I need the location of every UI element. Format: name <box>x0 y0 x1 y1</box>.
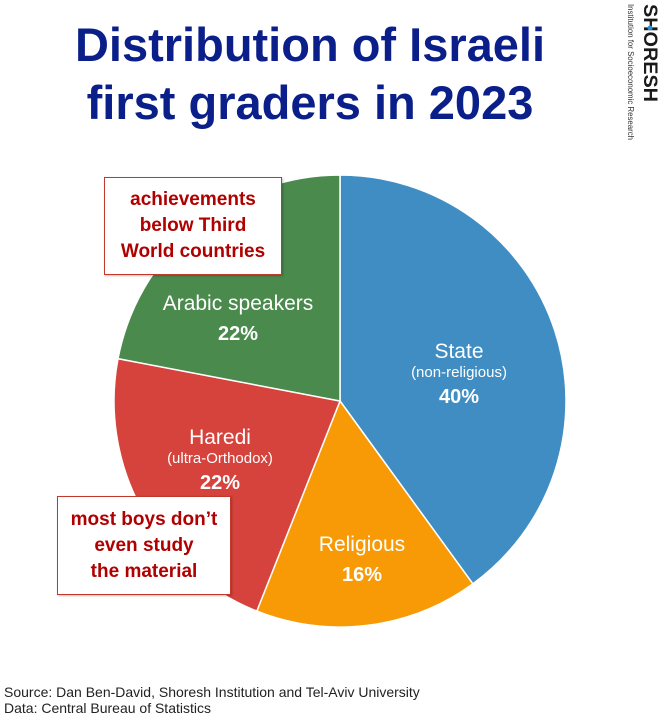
footer-data: Data: Central Bureau of Statistics <box>4 700 211 716</box>
title-line-2: first graders in 2023 <box>86 76 534 129</box>
sublabel-haredi: (ultra-Orthodox) <box>167 450 273 467</box>
callout-haredi-line-2: even study <box>94 535 194 556</box>
callout-haredi-line-1: most boys don’t <box>70 509 218 530</box>
logo-tagline: Institution for Socioeconomic Research <box>626 4 635 140</box>
callout-arabic-line-2: below Third <box>139 215 247 236</box>
callout-arabic-line-3: World countries <box>120 241 266 262</box>
label-haredi: Haredi <box>189 426 251 449</box>
chart-title: Distribution of Israeli first graders in… <box>0 16 620 132</box>
label-state: State <box>434 340 483 363</box>
pie-slices <box>113 174 567 628</box>
value-arabic-speakers: 22% <box>218 323 258 345</box>
slice-religious <box>255 399 474 628</box>
label-arabic-speakers: Arabic speakers <box>163 292 314 315</box>
slice-state <box>339 174 567 585</box>
label-religious: Religious <box>319 533 405 556</box>
footer: Source: Dan Ben-David, Shoresh Instituti… <box>4 684 420 716</box>
callout-haredi-study: most boys don’t even study the material <box>57 496 231 595</box>
pie-labels: State(non-religious) 40% Religious 16% Hared… <box>163 292 507 586</box>
value-haredi: 22% <box>200 472 240 494</box>
callout-arabic-achievements: achievements below Third World countries <box>104 177 282 275</box>
title-line-1: Distribution of Israeli <box>74 18 546 71</box>
footer-source: Source: Dan Ben-David, Shoresh Instituti… <box>4 684 420 700</box>
callout-arabic-line-1: achievements <box>130 189 256 210</box>
callout-haredi-line-3: the material <box>90 561 198 582</box>
value-religious: 16% <box>342 564 382 586</box>
shoresh-logo: SHORESH Institution for Socioeconomic Re… <box>626 4 660 140</box>
logo-dot <box>647 25 653 31</box>
logo-name: SHORESH <box>639 4 660 102</box>
value-state: 40% <box>439 386 479 408</box>
sublabel-state: (non-religious) <box>411 364 507 381</box>
